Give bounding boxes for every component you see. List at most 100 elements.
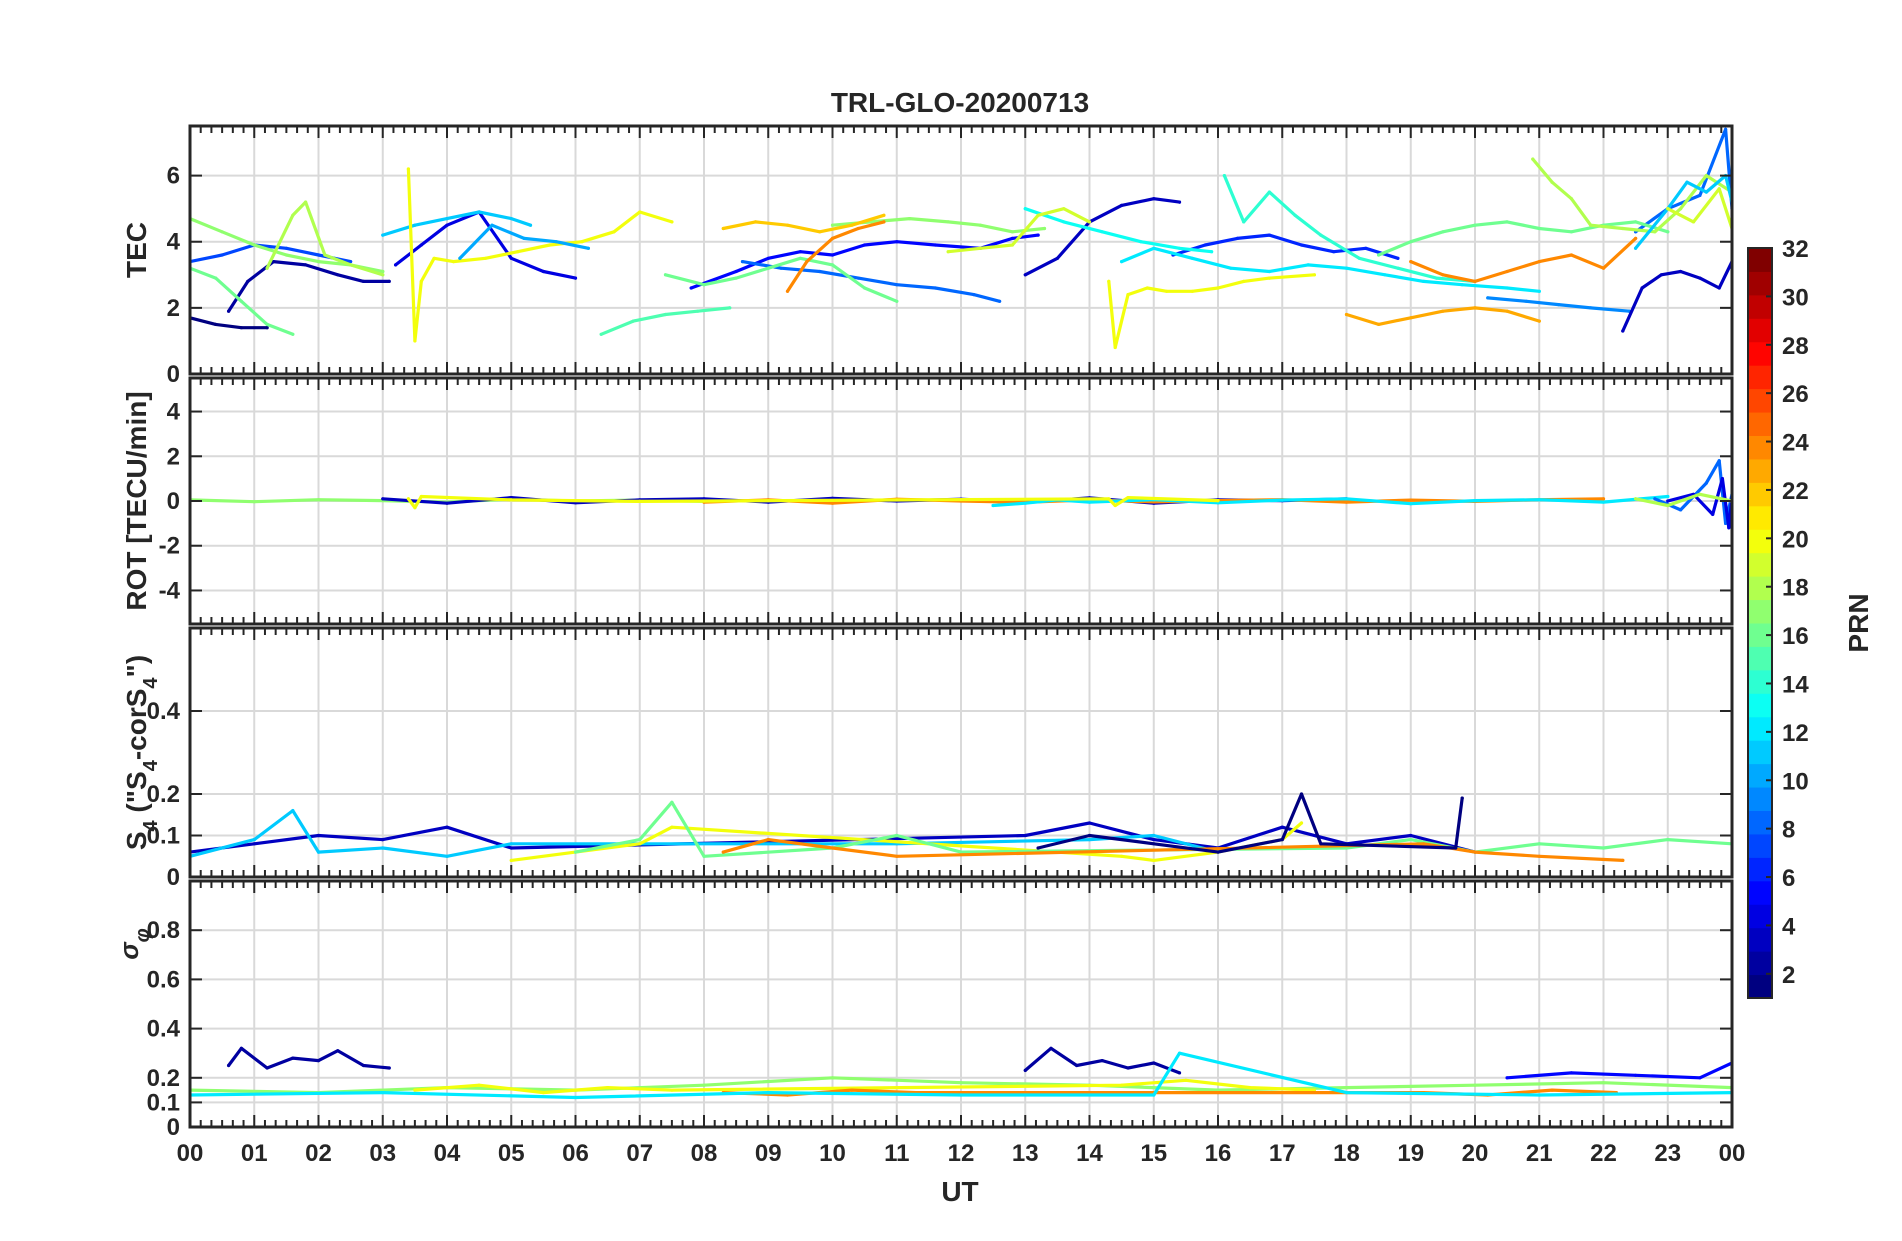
data-point [1152, 197, 1156, 201]
data-point [516, 250, 520, 254]
data-point [766, 1091, 770, 1095]
data-point [227, 1063, 231, 1068]
data-point [1409, 316, 1413, 320]
x-tick-label: 09 [755, 1140, 782, 1167]
data-point [1299, 243, 1304, 247]
colorbar-tick-label: 26 [1782, 381, 1809, 408]
data-point [509, 842, 513, 846]
data-point [1152, 1061, 1156, 1065]
data-point [1454, 846, 1458, 850]
data-point [1113, 345, 1117, 350]
data-point [1087, 500, 1092, 504]
data-point [1601, 500, 1606, 504]
data-point [638, 842, 642, 846]
x-tick-label: 07 [626, 1140, 653, 1167]
data-point [1621, 329, 1625, 333]
colorbar-segment [1748, 880, 1772, 905]
data-point [863, 243, 867, 247]
data-point [573, 276, 578, 280]
data-point [1717, 286, 1721, 290]
data-point [1422, 279, 1426, 283]
y-tick-label: 0.2 [147, 781, 180, 808]
data-point [284, 246, 288, 250]
colorbar-tick-label: 18 [1782, 575, 1809, 602]
data-point [1280, 498, 1284, 502]
data-point [509, 858, 513, 863]
colorbar-segment [1748, 693, 1772, 718]
data-point [419, 494, 423, 499]
data-point [1473, 279, 1477, 283]
series-group [190, 1046, 1732, 1100]
series-line-prn-13 [1023, 207, 1214, 254]
data-point [1486, 296, 1490, 300]
data-point [1666, 494, 1670, 499]
data-point [406, 167, 410, 171]
data-point [252, 838, 256, 842]
y-tick-label: 4 [167, 399, 181, 426]
data-point [1601, 846, 1606, 850]
data-point [830, 236, 835, 240]
x-tick-label: 16 [1205, 1140, 1232, 1167]
data-point [316, 260, 321, 264]
data-point [1062, 220, 1066, 224]
data-point [1107, 497, 1111, 501]
colorbar-tick-label: 8 [1782, 817, 1795, 844]
data-point [1126, 293, 1130, 297]
data-point [445, 854, 449, 858]
data-point [541, 269, 546, 274]
colorbar-segment [1748, 646, 1772, 671]
data-point [1332, 250, 1336, 254]
data-point [214, 322, 218, 326]
data-point [1152, 838, 1156, 842]
data-point [1473, 306, 1477, 310]
x-tick-label: 19 [1397, 1140, 1424, 1167]
data-point [1634, 1073, 1638, 1077]
data-point [387, 1066, 391, 1070]
data-point [336, 1049, 340, 1053]
data-point [246, 279, 250, 283]
data-point [1120, 260, 1124, 264]
data-point [1601, 1081, 1606, 1085]
data-point [1036, 846, 1040, 850]
data-point [818, 269, 822, 274]
data-point [1537, 842, 1541, 846]
series-line-prn-20 [1107, 273, 1317, 350]
data-point [696, 309, 700, 313]
data-point [1344, 497, 1349, 501]
data-point [1145, 286, 1149, 290]
data-point [933, 286, 937, 290]
data-point [830, 223, 835, 227]
data-point [702, 283, 706, 287]
data-point [265, 326, 269, 330]
data-point [895, 240, 899, 244]
data-point [1666, 207, 1670, 211]
colorbar-segment [1748, 927, 1772, 952]
series-group [190, 792, 1732, 863]
data-point [946, 220, 950, 224]
data-point [406, 497, 410, 501]
y-tick-label: 0.4 [147, 1016, 181, 1043]
data-point [856, 226, 860, 231]
data-point [1679, 508, 1683, 512]
panel-sigma: 00.10.2 0.4 0.6 0.8σφ 00 01 02 03 04 05 06 07 08 09 10… [114, 879, 1745, 1167]
data-point [458, 256, 462, 260]
data-point [856, 276, 860, 280]
data-point [316, 253, 321, 257]
data-point [1621, 226, 1625, 231]
data-point [316, 850, 321, 854]
data-point [1216, 499, 1220, 503]
data-point [850, 1088, 854, 1092]
y-tick-label: 4 [167, 229, 181, 256]
data-point [1062, 207, 1066, 211]
series-line-prn-12 [190, 1051, 1732, 1100]
data-point [670, 825, 674, 829]
data-point [1023, 1068, 1027, 1072]
colorbar-segment [1748, 341, 1772, 366]
data-point [1139, 240, 1143, 244]
data-point [1679, 207, 1683, 211]
data-point [1634, 236, 1638, 240]
series-line-prn-1 [190, 316, 269, 330]
data-point [1396, 256, 1400, 260]
y-axis-label: ROT [TECU/min] [121, 391, 152, 610]
data-point [1177, 1071, 1182, 1075]
